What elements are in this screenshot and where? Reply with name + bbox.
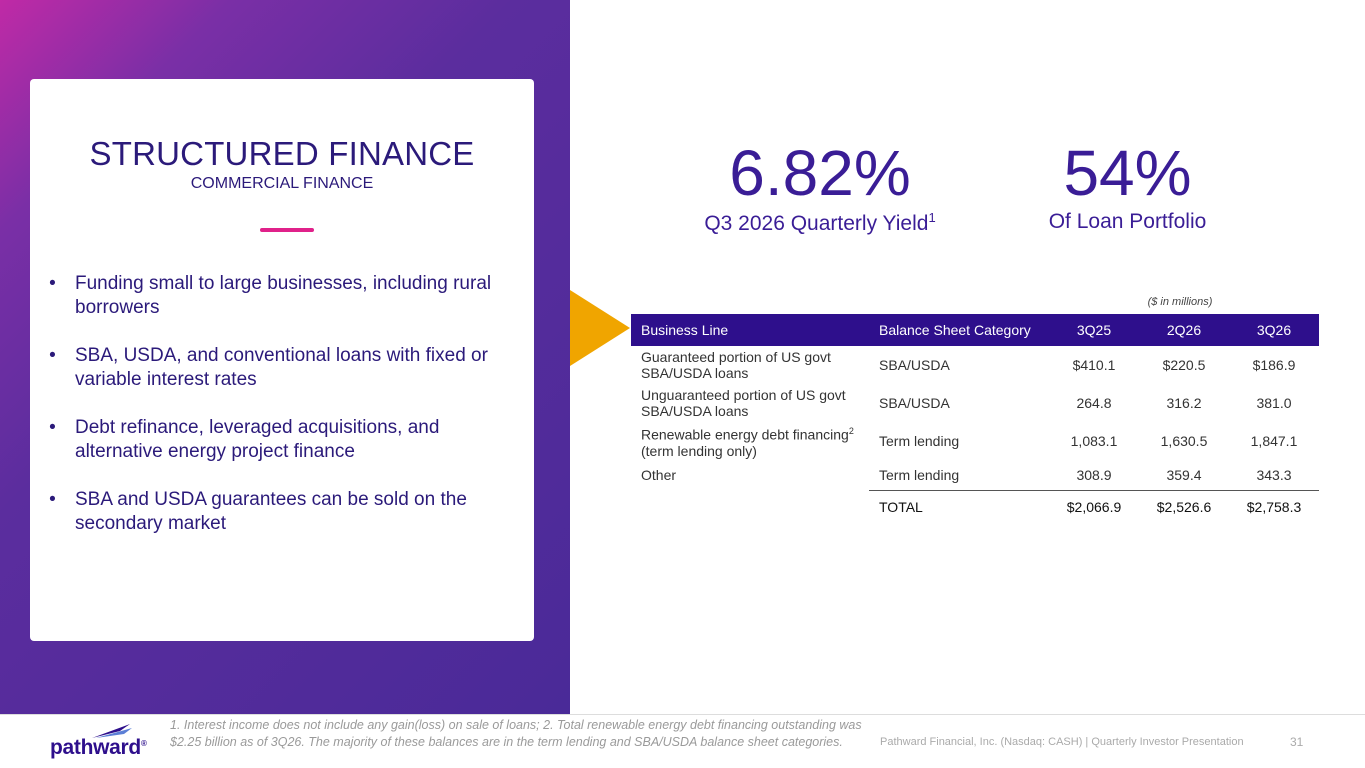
table-row: Renewable energy debt financing2 (term le… xyxy=(641,426,1298,459)
yield-value: 6.82% xyxy=(729,137,911,209)
header-2q26: 2Q26 xyxy=(1139,314,1229,346)
units-note: ($ in millions) xyxy=(1147,296,1213,308)
table-row: Other Term lending 308.9 359.4 343.3 xyxy=(631,460,1319,491)
business-line-table: Business Line Balance Sheet Category 3Q2… xyxy=(631,314,1319,523)
header-business-line: Business Line xyxy=(631,314,869,346)
bullet-dot: • xyxy=(49,417,56,438)
footer-company: Pathward Financial, Inc. (Nasdaq: CASH) … xyxy=(880,736,1244,748)
table-row: Unguaranteed portion of US govt SBA/USDA… xyxy=(641,387,1292,419)
portfolio-stat: 54% Of Loan Portfolio xyxy=(1000,138,1255,234)
bullet-item: • Debt refinance, leveraged acquisitions,… xyxy=(30,416,534,464)
yield-stat: 6.82% Q3 2026 Quarterly Yield1 xyxy=(660,138,980,236)
logo-wordmark: pathward® xyxy=(50,736,147,759)
bullet-dot: • xyxy=(49,489,56,510)
bullet-item: • Funding small to large businesses, incl… xyxy=(30,272,534,320)
arrow-pointer-icon xyxy=(570,290,630,366)
header-3q26: 3Q26 xyxy=(1229,314,1319,346)
yield-label: Q3 2026 Quarterly Yield1 xyxy=(704,210,936,235)
info-card: STRUCTURED FINANCE COMMERCIAL FINANCE • F… xyxy=(30,79,534,641)
bullet-dot: • xyxy=(49,273,56,294)
bullet-dot: • xyxy=(49,345,56,366)
table-row: Guaranteed portion of US govt SBA/USDA l… xyxy=(641,349,1296,381)
pathward-logo: pathward® xyxy=(50,722,160,762)
table-total-row: TOTAL $2,066.9 $2,526.6 $2,758.3 xyxy=(879,499,1302,515)
footer-divider xyxy=(0,714,1365,715)
card-title: STRUCTURED FINANCE xyxy=(89,135,475,172)
portfolio-value: 54% xyxy=(1063,137,1192,209)
bullet-item: • SBA, USDA, and conventional loans with … xyxy=(30,344,534,392)
bullet-list: • Funding small to large businesses, incl… xyxy=(30,272,534,560)
header-3q25: 3Q25 xyxy=(1049,314,1139,346)
table-header-row: Business Line Balance Sheet Category 3Q2… xyxy=(631,314,1319,346)
footnote: 1. Interest income does not include any … xyxy=(170,718,862,749)
portfolio-label: Of Loan Portfolio xyxy=(1048,210,1207,233)
logo-mark-icon xyxy=(92,724,132,738)
bullet-item: • SBA and USDA guarantees can be sold on … xyxy=(30,488,534,536)
page-number: 31 xyxy=(1290,735,1304,749)
card-subtitle: COMMERCIAL FINANCE xyxy=(190,175,374,192)
accent-divider xyxy=(260,228,314,232)
header-category: Balance Sheet Category xyxy=(869,314,1049,346)
